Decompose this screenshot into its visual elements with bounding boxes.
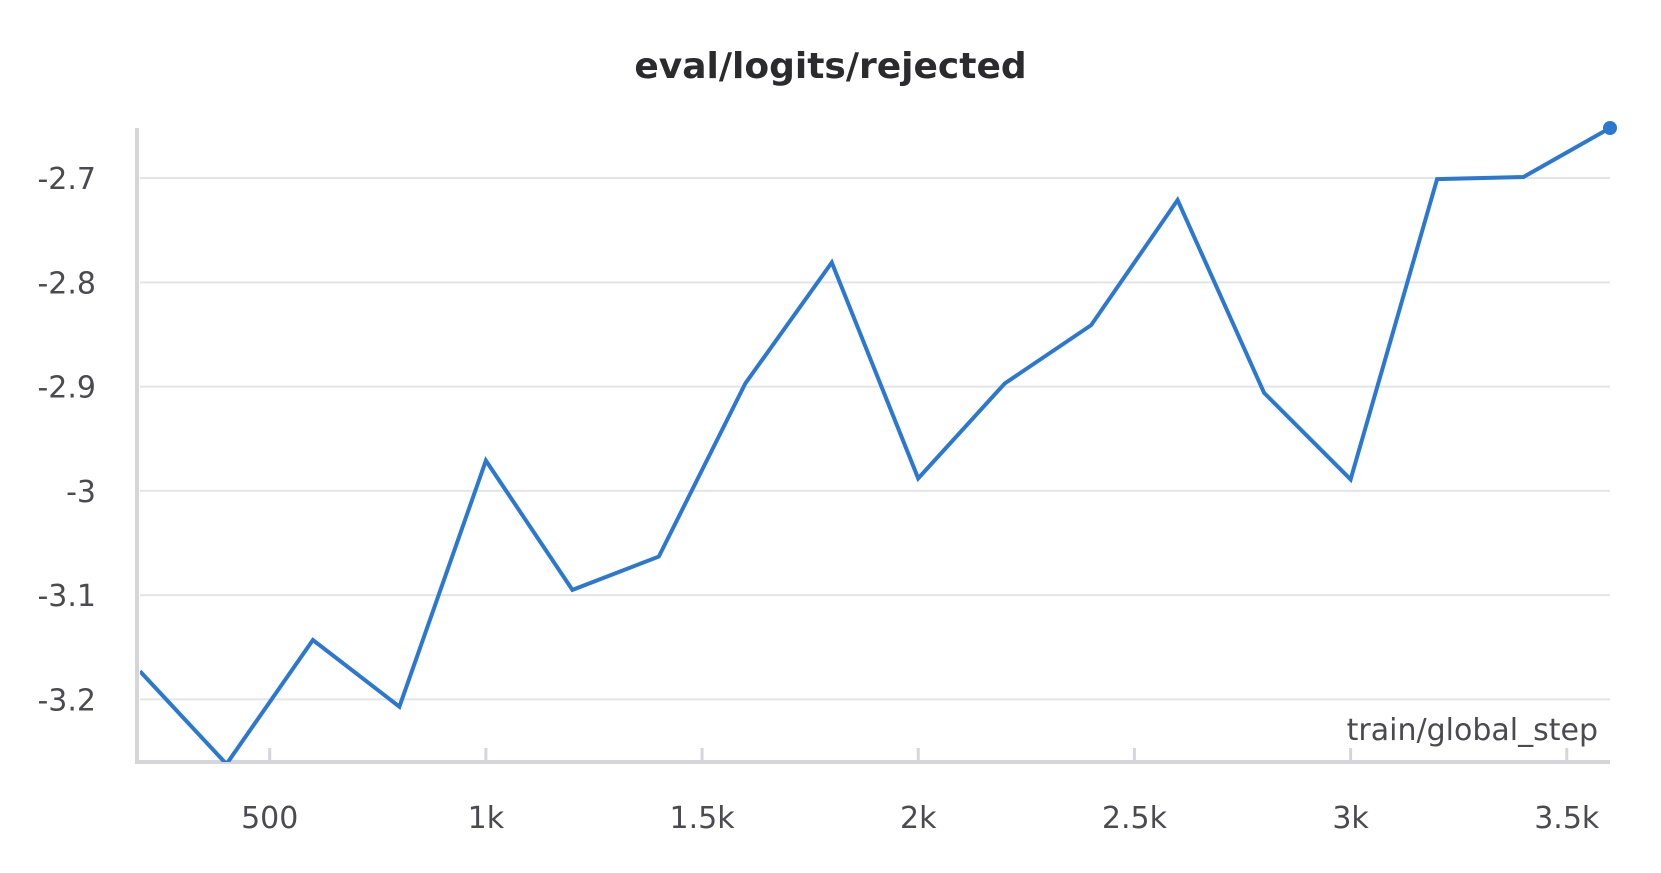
- x-tick-label: 500: [241, 801, 298, 836]
- x-axis-label: train/global_step: [1347, 713, 1598, 748]
- data-point: [1603, 121, 1617, 135]
- y-tick-label: -2.9: [37, 371, 96, 406]
- y-tick-label: -3.1: [37, 579, 96, 614]
- gridlines: [140, 177, 1610, 701]
- x-tick-label: 1.5k: [670, 801, 736, 836]
- y-tick-label: -3.2: [37, 683, 96, 718]
- tick-labels: -2.7 -2.8 -2.9 -3 -3.1 -3.2 500 1k 1.5k 2k 2.5k 3k 3…: [37, 162, 1599, 836]
- x-tick-label: 3k: [1332, 801, 1369, 836]
- x-tick-label: 1k: [468, 801, 505, 836]
- x-tick-label: 2.5k: [1102, 801, 1168, 836]
- axes: [135, 128, 1610, 764]
- y-tick-label: -3: [66, 475, 96, 510]
- series-lines: [140, 121, 1617, 762]
- series-line: [140, 126, 1611, 762]
- x-tick-label: 3.5k: [1534, 801, 1600, 836]
- x-tick-label: 2k: [900, 801, 937, 836]
- y-tick-label: -2.7: [37, 162, 96, 197]
- chart-title: eval/logits/rejected: [634, 46, 1027, 87]
- y-tick-label: -2.8: [37, 266, 96, 301]
